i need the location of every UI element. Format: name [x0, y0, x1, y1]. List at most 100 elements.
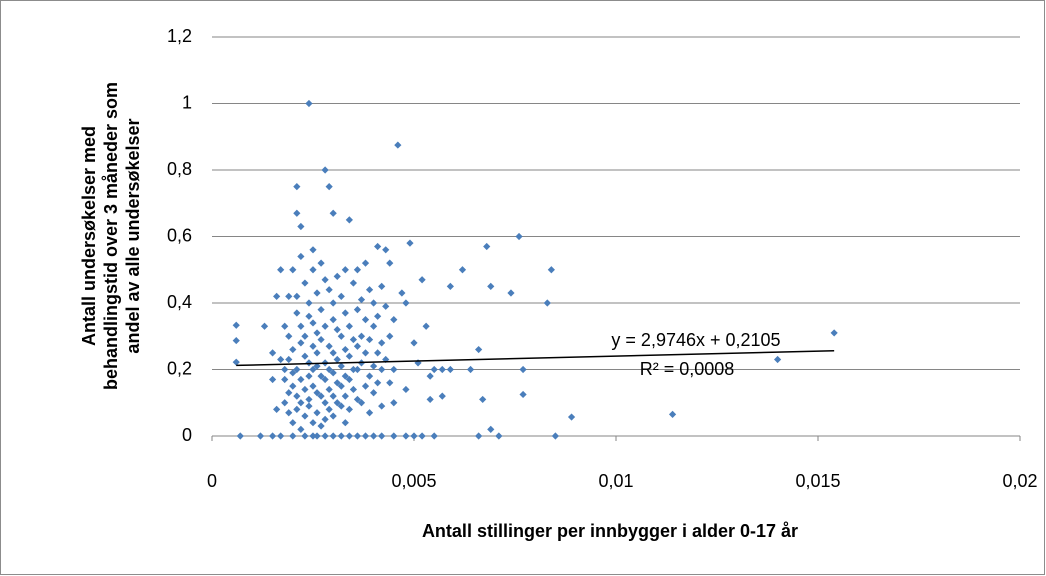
- data-point: [309, 342, 317, 350]
- data-point: [438, 365, 446, 374]
- data-point: [305, 402, 313, 410]
- trendline: [236, 350, 835, 367]
- data-point: [297, 222, 305, 231]
- data-point: [374, 379, 382, 387]
- data-point: [289, 369, 297, 377]
- data-point: [357, 332, 366, 340]
- data-point: [378, 432, 386, 440]
- data-point: [337, 362, 345, 370]
- data-point: [293, 292, 301, 300]
- data-point: [329, 209, 337, 217]
- data-point: [466, 365, 475, 374]
- data-point: [297, 252, 305, 261]
- data-point: [349, 385, 357, 394]
- data-point: [382, 302, 390, 310]
- data-point: [325, 342, 333, 350]
- data-point: [321, 276, 329, 284]
- data-point: [551, 432, 559, 440]
- x-tick-label: 0,005: [391, 471, 436, 491]
- data-point: [370, 299, 378, 307]
- data-point: [349, 365, 357, 374]
- data-point: [313, 389, 321, 397]
- data-point: [305, 395, 313, 404]
- data-point: [313, 409, 321, 417]
- data-point: [293, 365, 301, 374]
- data-point: [365, 335, 374, 344]
- data-point: [260, 322, 269, 330]
- data-point: [301, 279, 309, 287]
- x-tick-label: 0,02: [1002, 471, 1037, 491]
- data-point: [317, 306, 325, 314]
- data-point: [297, 425, 305, 433]
- data-point: [309, 246, 317, 254]
- data-point: [345, 405, 353, 413]
- data-point: [321, 166, 329, 174]
- data-point: [402, 299, 410, 307]
- x-axis-title: Antall stillinger per innbygger i alder …: [422, 521, 798, 541]
- data-point: [430, 365, 438, 374]
- y-tick-label: 0,2: [167, 358, 192, 378]
- data-point: [446, 365, 454, 374]
- data-point: [345, 375, 353, 384]
- data-point: [345, 352, 353, 360]
- data-point: [309, 266, 317, 274]
- data-point: [325, 385, 333, 394]
- data-point: [277, 432, 285, 440]
- data-point: [281, 365, 289, 374]
- data-point: [353, 365, 362, 374]
- data-point: [317, 335, 325, 344]
- data-point: [361, 259, 370, 267]
- data-point: [543, 299, 551, 307]
- data-point: [341, 309, 349, 317]
- data-point: [333, 272, 341, 280]
- data-point: [293, 309, 301, 317]
- data-point: [357, 296, 366, 304]
- data-point: [353, 432, 362, 440]
- data-point: [305, 359, 313, 367]
- data-point: [365, 409, 374, 417]
- data-point: [305, 99, 313, 108]
- data-point: [305, 372, 313, 380]
- data-point: [313, 432, 321, 440]
- data-point: [301, 352, 309, 360]
- data-point: [309, 432, 317, 440]
- data-point: [426, 372, 434, 380]
- data-point: [422, 322, 430, 330]
- data-point: [668, 410, 677, 418]
- data-point: [378, 402, 386, 410]
- data-point: [374, 312, 382, 320]
- data-point: [446, 282, 454, 290]
- data-point: [321, 375, 329, 384]
- data-point: [289, 419, 297, 427]
- data-point: [398, 289, 406, 297]
- data-point: [289, 432, 297, 440]
- data-point: [285, 292, 293, 300]
- data-point: [458, 266, 467, 274]
- y-axis-title-line: Antall undersøkelser med: [79, 126, 99, 346]
- y-axis-title-line: behandlingstid over 3 måneder som: [101, 82, 121, 390]
- data-point: [309, 382, 317, 390]
- data-point: [325, 286, 333, 294]
- data-point: [370, 322, 378, 330]
- data-point: [281, 399, 289, 407]
- data-point: [370, 362, 378, 370]
- data-point: [297, 375, 305, 384]
- data-point: [317, 259, 325, 267]
- data-point: [390, 432, 398, 440]
- data-point: [378, 365, 386, 374]
- trendline-equation: y = 2,9746x + 0,2105: [611, 330, 780, 350]
- data-point: [277, 355, 285, 364]
- data-point: [305, 299, 313, 307]
- data-point: [232, 358, 240, 366]
- data-point: [289, 266, 297, 274]
- data-point: [329, 412, 337, 420]
- data-point: [333, 379, 341, 387]
- data-point: [353, 395, 362, 404]
- data-point: [301, 332, 309, 340]
- data-point: [495, 432, 503, 440]
- data-point: [390, 365, 398, 374]
- data-point: [313, 329, 321, 337]
- data-point: [285, 332, 293, 340]
- data-point: [515, 232, 523, 241]
